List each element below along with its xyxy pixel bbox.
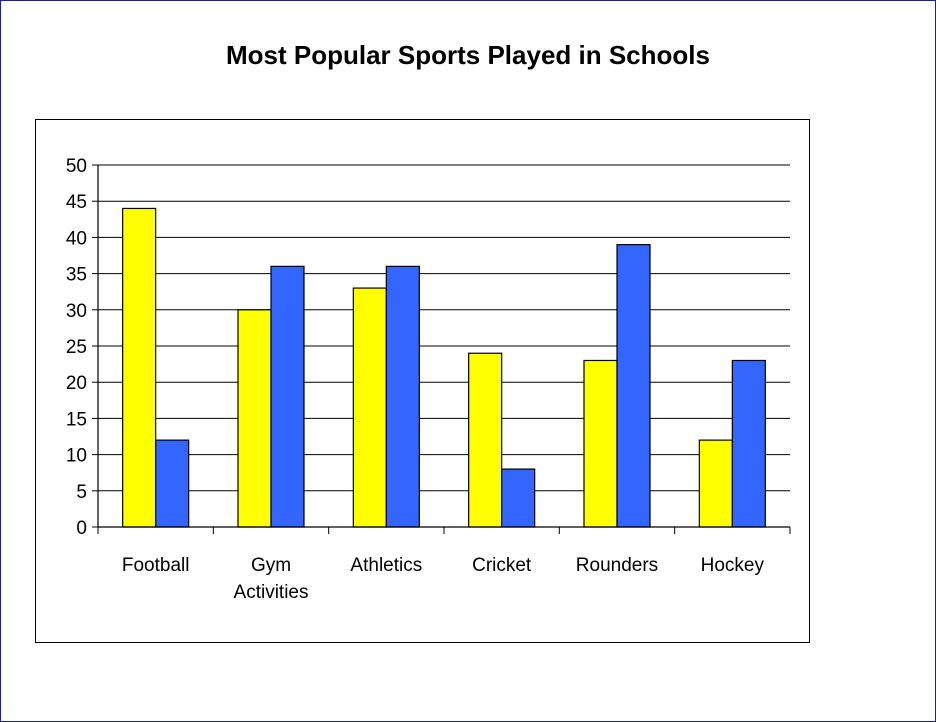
bar-series-1-football <box>122 207 157 528</box>
bar-series-2-cricket <box>501 468 536 528</box>
bar-series-1-gym-activities <box>237 309 272 528</box>
chart-area-border <box>35 119 810 643</box>
x-tick-label: Athletics <box>350 555 422 576</box>
bar-series-2-rounders <box>616 244 651 528</box>
bar-series-1-athletics <box>352 287 387 528</box>
x-tick-label: Gym <box>251 555 291 576</box>
y-tick-label: 45 <box>66 192 87 213</box>
y-tick-label: 35 <box>66 265 87 286</box>
x-tick-label: Rounders <box>576 555 658 576</box>
y-tick-label: 50 <box>66 156 87 177</box>
y-tick-label: 10 <box>66 446 87 467</box>
bar-series-2-gym-activities <box>270 265 305 528</box>
y-tick-label: 40 <box>66 228 87 249</box>
x-tick-label: Activities <box>234 582 309 603</box>
x-tick-label: Football <box>122 555 190 576</box>
bar-series-1-hockey <box>698 439 733 528</box>
x-tick-labels: Football Gym Activities Athletics Cricket Rou… <box>122 555 765 603</box>
bars <box>122 207 766 528</box>
x-tick-label: Hockey <box>701 555 765 576</box>
y-tick-label: 20 <box>66 373 87 394</box>
y-tick-label: 25 <box>66 337 87 358</box>
axes <box>92 164 791 534</box>
gridlines <box>98 164 790 492</box>
y-tick-labels: 0 5 10 15 20 25 30 35 40 45 50 <box>66 156 87 539</box>
bar-series-2-football <box>155 439 190 528</box>
x-tick-label: Cricket <box>472 555 532 576</box>
bar-series-1-rounders <box>583 359 618 528</box>
y-tick-label: 0 <box>76 518 87 539</box>
y-tick-label: 5 <box>76 482 87 503</box>
y-tick-label: 30 <box>66 301 87 322</box>
bar-series-2-hockey <box>731 359 766 528</box>
bar-series-2-athletics <box>385 265 420 528</box>
bar-series-1-cricket <box>468 352 503 528</box>
y-tick-label: 15 <box>66 409 87 430</box>
chart-title: Most Popular Sports Played in Schools <box>226 40 710 70</box>
